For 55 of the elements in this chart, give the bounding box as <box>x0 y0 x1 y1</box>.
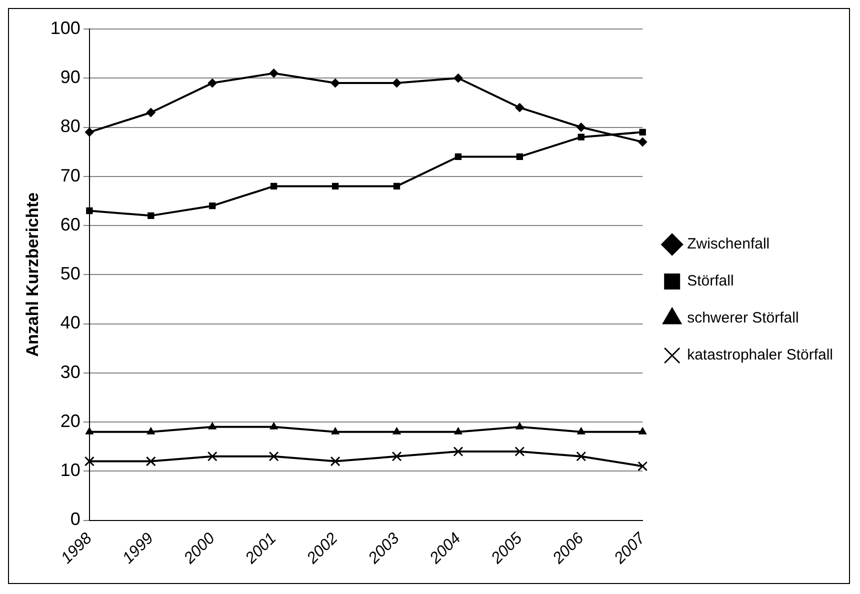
point <box>331 427 340 434</box>
point <box>330 456 340 466</box>
point <box>268 451 279 462</box>
point <box>638 427 647 434</box>
point <box>269 68 278 78</box>
point <box>85 427 94 434</box>
point <box>146 108 156 118</box>
point <box>207 451 218 462</box>
point <box>578 134 584 140</box>
point <box>516 422 524 430</box>
point <box>577 427 586 434</box>
point <box>208 422 216 430</box>
y-tick-label: 60 <box>60 214 80 234</box>
legend-label: katastrophaler Störfall <box>687 346 833 364</box>
point <box>332 182 339 190</box>
point <box>638 461 648 472</box>
y-tick-label: 40 <box>60 312 80 333</box>
legend-label: schwerer Störfall <box>687 310 799 327</box>
point <box>86 207 93 214</box>
point <box>146 427 155 434</box>
y-tick-label: 70 <box>60 165 80 186</box>
legend-label: Zwischenfall <box>687 236 770 253</box>
y-axis-title: Anzahl Kurzberichte <box>22 192 42 357</box>
y-tick-label: 90 <box>60 67 80 88</box>
point <box>392 78 402 88</box>
y-tick-label: 20 <box>60 410 80 431</box>
point <box>392 451 402 462</box>
point <box>392 427 401 434</box>
y-tick-label: 0 <box>70 509 80 530</box>
y-tick-label: 80 <box>60 116 80 136</box>
point <box>146 456 156 466</box>
point <box>639 128 646 136</box>
point <box>516 153 523 160</box>
point <box>84 456 94 466</box>
point <box>515 103 524 112</box>
point <box>270 182 278 190</box>
point <box>576 122 586 132</box>
point <box>270 422 278 430</box>
point <box>330 78 340 88</box>
point <box>576 451 586 462</box>
point <box>638 137 648 146</box>
point <box>514 446 525 456</box>
y-tick-label: 100 <box>50 18 80 38</box>
point <box>454 74 463 83</box>
point <box>454 427 462 434</box>
point <box>148 212 154 220</box>
point <box>393 182 400 190</box>
y-tick-label: 50 <box>60 264 80 284</box>
point <box>209 202 216 210</box>
point <box>208 78 217 88</box>
point <box>453 446 464 456</box>
y-tick-label: 10 <box>60 460 80 480</box>
y-tick-label: 30 <box>60 362 80 382</box>
point <box>454 153 462 160</box>
legend-label: Störfall <box>687 272 734 290</box>
